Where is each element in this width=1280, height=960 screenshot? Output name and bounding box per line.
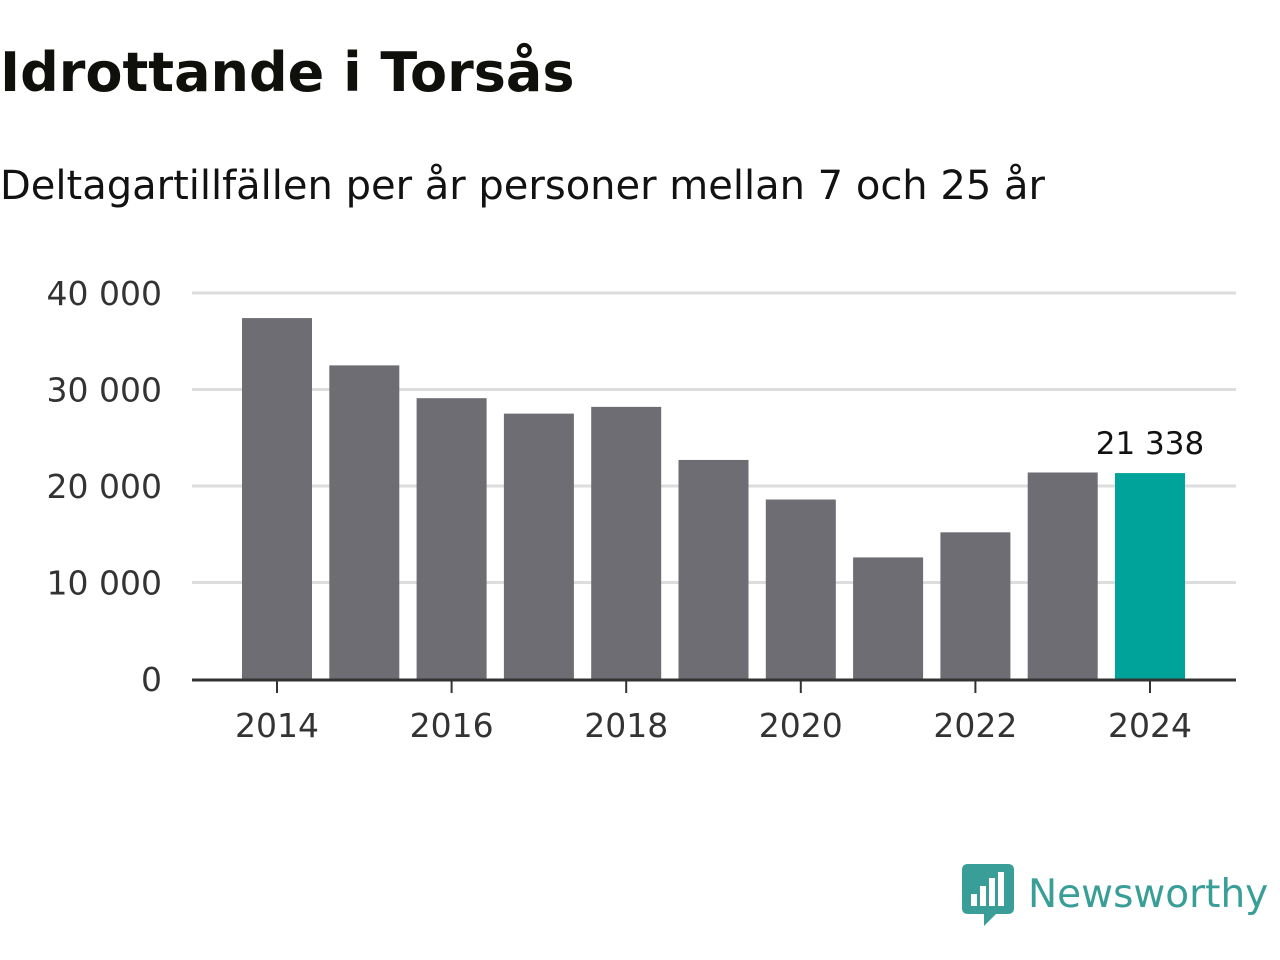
brand-name: Newsworthy bbox=[1028, 872, 1269, 917]
bar-2015 bbox=[329, 365, 400, 679]
bar-2023 bbox=[1027, 472, 1098, 679]
bars bbox=[242, 318, 1185, 679]
bar-2019 bbox=[678, 459, 749, 679]
x-tick-label: 2018 bbox=[584, 706, 668, 745]
chart-title: Idrottande i Torsås bbox=[0, 41, 575, 104]
y-tick-label: 30 000 bbox=[47, 371, 162, 410]
bar-2016 bbox=[416, 398, 487, 679]
newsworthy-bar-chart-logo-icon bbox=[962, 864, 1014, 926]
bar-2018 bbox=[591, 406, 662, 679]
x-tick-label: 2020 bbox=[759, 706, 843, 745]
bar-2022 bbox=[940, 532, 1011, 679]
labels: 0 10 000 20 000 30 000 40 000 2014 2016 2018 202… bbox=[47, 274, 1205, 745]
bar-2024 bbox=[1115, 473, 1185, 679]
x-tick-label: 2016 bbox=[410, 706, 494, 745]
x-tick-label: 2014 bbox=[235, 706, 319, 745]
bar-2014 bbox=[242, 318, 312, 679]
y-tick-label: 20 000 bbox=[47, 467, 162, 506]
bar-2017 bbox=[503, 413, 574, 679]
bar-2021 bbox=[853, 557, 924, 679]
y-tick-label: 10 000 bbox=[47, 564, 162, 603]
bar-chart: 0 10 000 20 000 30 000 40 000 2014 2016 2018 202… bbox=[47, 274, 1236, 745]
bar-2020 bbox=[765, 499, 836, 679]
newsworthy-brand: Newsworthy bbox=[962, 862, 1268, 928]
x-axis bbox=[192, 678, 1236, 693]
y-tick-label: 0 bbox=[141, 660, 162, 699]
chart-subtitle: Deltagartillfällen per år personer mella… bbox=[0, 163, 1045, 209]
y-tick-label: 40 000 bbox=[47, 274, 162, 313]
x-tick-label: 2022 bbox=[933, 706, 1017, 745]
x-tick-label: 2024 bbox=[1108, 706, 1192, 745]
highlight-data-label: 21 338 bbox=[1096, 426, 1204, 462]
